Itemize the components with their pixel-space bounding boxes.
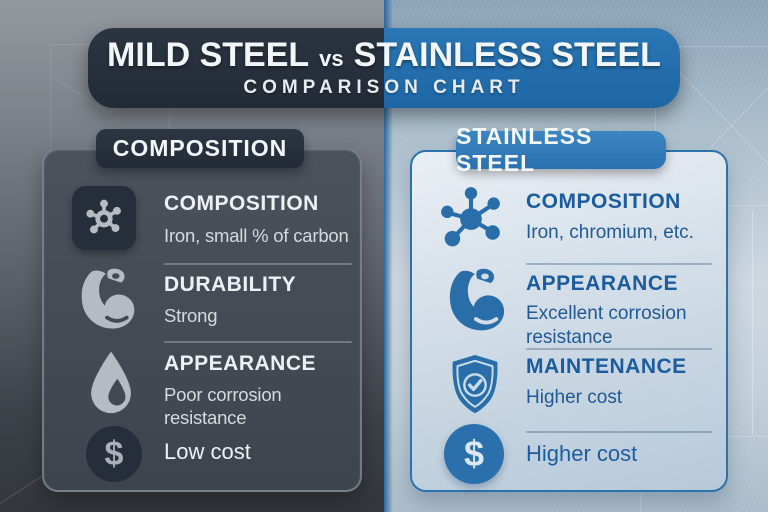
header-subtitle: COMPARISON CHART bbox=[243, 76, 525, 98]
row-title: COMPOSITION bbox=[526, 190, 681, 213]
tab-stainless-steel-panel: STAINLESS STEEL bbox=[456, 123, 666, 176]
row-title: APPEARANCE bbox=[164, 352, 317, 375]
mild-steel-card: COMPOSITION Iron, small % of carbon DURA… bbox=[42, 148, 362, 492]
center-seam bbox=[384, 0, 393, 512]
title-vs: vs bbox=[319, 45, 344, 71]
dollar-icon: $ bbox=[444, 424, 504, 484]
row-desc: Iron, chromium, etc. bbox=[526, 222, 694, 244]
row-title: APPEARANCE bbox=[526, 272, 679, 295]
row-desc: Low cost bbox=[164, 439, 251, 464]
row-divider bbox=[164, 263, 352, 265]
dollar-circle: $ bbox=[444, 424, 504, 484]
bicep-icon bbox=[440, 264, 512, 341]
title-mild-steel: MILD STEEL bbox=[107, 35, 310, 74]
shield-check-icon bbox=[444, 352, 506, 425]
title-stainless-steel: STAINLESS STEEL bbox=[353, 35, 661, 74]
row-desc: Strong bbox=[164, 305, 218, 327]
row-title: DURABILITY bbox=[164, 273, 297, 296]
row-desc: Higher cost bbox=[526, 441, 638, 466]
stainless-steel-card: COMPOSITION Iron, chromium, etc. APPEARA… bbox=[410, 150, 728, 492]
droplet-icon bbox=[82, 348, 140, 429]
row-desc: Excellent corrosion resistance bbox=[526, 303, 687, 348]
row-desc: Iron, small % of carbon bbox=[164, 225, 349, 247]
header-banner: MILD STEEL vs STAINLESS STEEL COMPARISON… bbox=[88, 28, 680, 108]
molecule-icon-tile bbox=[72, 186, 136, 250]
row-desc: Higher cost bbox=[526, 387, 623, 409]
row-divider bbox=[164, 341, 352, 343]
row-divider bbox=[526, 263, 712, 265]
molecule-icon bbox=[438, 184, 504, 255]
row-title: MAINTENANCE bbox=[526, 355, 687, 378]
dollar-circle: $ bbox=[86, 426, 142, 482]
row-divider bbox=[526, 431, 712, 433]
row-divider bbox=[526, 348, 712, 350]
dollar-icon: $ bbox=[86, 426, 142, 482]
bicep-icon bbox=[72, 264, 142, 339]
header-left-half bbox=[88, 28, 384, 108]
row-desc: Poor corrosion resistance bbox=[164, 384, 282, 429]
molecule-icon bbox=[72, 186, 136, 250]
header-right-half bbox=[384, 28, 680, 108]
main-title: MILD STEEL vs STAINLESS STEEL bbox=[107, 38, 661, 72]
row-title: COMPOSITION bbox=[164, 192, 319, 215]
header-content: MILD STEEL vs STAINLESS STEEL COMPARISON… bbox=[88, 28, 680, 108]
tab-mild-steel-panel: COMPOSITION bbox=[96, 129, 304, 168]
